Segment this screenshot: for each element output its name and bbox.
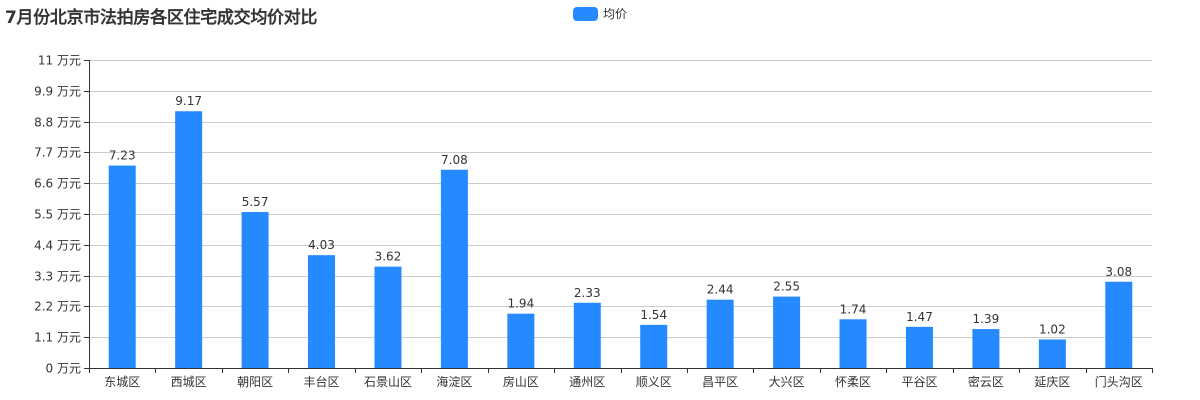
bar[interactable] [640,324,668,368]
legend-swatch-icon [573,6,598,21]
bar-series: 7.23 9.17 5.57 4.03 3.62 7.08 1.94 2.33 1.54 2.44… [108,94,1133,369]
x-tick-label: 大兴区 [769,375,805,389]
y-tick-label: 11 万元 [38,54,81,68]
x-tick-label: 密云区 [968,374,1004,389]
y-tick-label: 3.3 万元 [34,270,81,284]
x-axis: 东城区 西城区 朝阳区 丰台区 石景山区 海淀区 房山区 通州区 顺义区 昌平区 大兴区 怀柔区 平谷区… [89,368,1153,389]
bar-value-label: 9.17 [175,94,202,108]
bar-value-label: 3.08 [1105,265,1132,279]
bar[interactable] [573,302,601,368]
y-tick-label: 7.7 万元 [34,146,81,160]
x-tick-label: 西城区 [171,375,207,389]
bar-value-label: 3.62 [375,250,402,264]
bar-value-label: 2.55 [773,280,800,294]
bar[interactable] [108,165,136,368]
bar[interactable] [440,169,468,368]
bar-value-label: 1.02 [1039,322,1066,336]
bar[interactable] [308,255,336,368]
y-tick-label: 2.2 万元 [34,300,81,314]
y-axis: 0 万元 1.1 万元 2.2 万元 3.3 万元 4.4 万元 5.5 万元 6.6 万元… [34,54,90,376]
y-tick-label: 8.8 万元 [34,116,81,130]
bar-value-label: 1.74 [840,302,867,316]
bar-value-label: 2.44 [707,283,734,297]
x-tick-label: 丰台区 [304,374,340,389]
bar-value-label: 4.03 [308,238,335,252]
chart-title: 7月份北京市法拍房各区住宅成交均价对比 [5,8,318,28]
bar[interactable] [839,319,867,368]
bar[interactable] [905,326,933,368]
bar[interactable] [175,111,203,369]
bar-value-label: 1.94 [507,297,534,311]
y-tick-label: 0 万元 [46,362,81,376]
bar[interactable] [1038,339,1066,368]
bar[interactable] [706,299,734,368]
bar[interactable] [507,313,535,368]
x-tick-label: 门头沟区 [1095,374,1143,389]
bar-value-label: 5.57 [242,195,269,209]
x-tick-label: 朝阳区 [237,375,273,389]
y-tick-label: 1.1 万元 [34,331,81,345]
y-tick-label: 6.6 万元 [34,177,81,191]
x-tick-label: 昌平区 [702,375,738,389]
x-tick-label: 平谷区 [901,375,937,389]
legend-item-average-price[interactable]: 均价 [573,5,627,22]
bar-value-label: 7.08 [441,153,468,167]
x-tick-label: 延庆区 [1034,375,1070,389]
bar[interactable] [972,329,1000,368]
x-tick-label: 通州区 [569,375,605,389]
x-tick-label: 顺义区 [636,375,672,389]
bar-value-label: 1.39 [973,312,1000,326]
bar-value-label: 1.54 [640,308,667,322]
bar-value-label: 1.47 [906,310,933,324]
x-tick-label: 房山区 [503,374,539,389]
bar[interactable] [1105,281,1133,368]
legend-label: 均价 [603,7,628,21]
bar[interactable] [241,212,269,368]
bar[interactable] [374,266,402,368]
y-tick-label: 4.4 万元 [34,239,81,253]
y-tick-label: 9.9 万元 [34,85,81,99]
x-tick-label: 东城区 [104,375,140,389]
bar-value-label: 2.33 [574,286,601,300]
x-tick-label: 海淀区 [436,374,472,389]
bar-value-label: 7.23 [109,149,136,163]
x-tick-label: 怀柔区 [835,375,871,389]
bar[interactable] [773,296,801,368]
y-tick-label: 5.5 万元 [34,208,81,222]
x-tick-label: 石景山区 [364,375,412,389]
